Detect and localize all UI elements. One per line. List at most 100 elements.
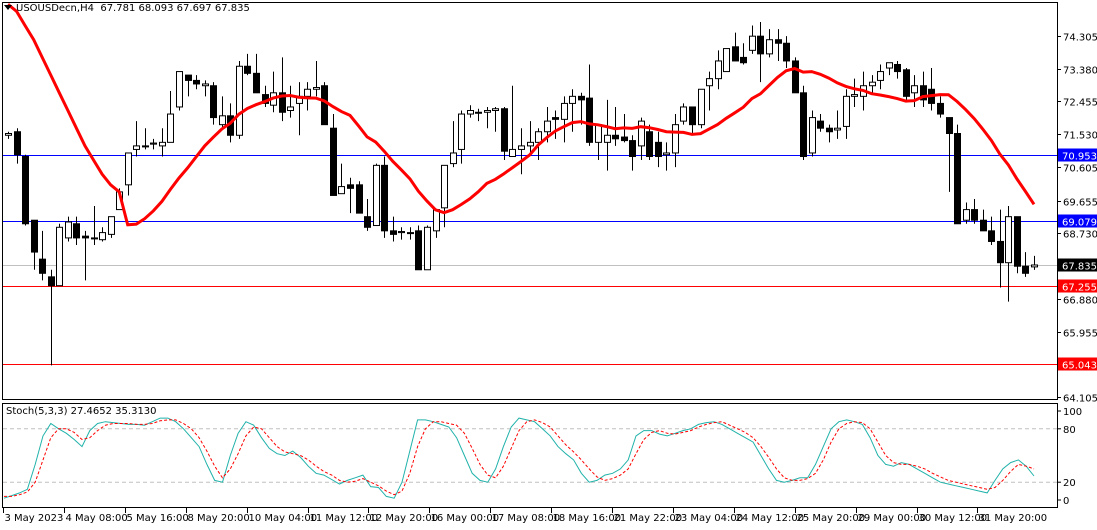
candle bbox=[937, 102, 944, 115]
candle bbox=[133, 145, 140, 150]
candle bbox=[535, 131, 542, 143]
candle bbox=[1014, 216, 1021, 267]
price-tick-label: 64.105 bbox=[1063, 394, 1097, 405]
candle bbox=[5, 133, 12, 136]
time-axis-label: 24 May 12:00 bbox=[736, 513, 805, 524]
candle bbox=[595, 124, 602, 143]
candle bbox=[48, 276, 55, 287]
candle bbox=[826, 127, 833, 133]
resistance-line-70953-label: 70.953 bbox=[1062, 152, 1097, 163]
candle bbox=[954, 133, 961, 225]
candle bbox=[655, 141, 662, 158]
candle bbox=[99, 232, 106, 241]
candle bbox=[988, 230, 995, 242]
candle bbox=[732, 46, 739, 62]
candle bbox=[749, 35, 756, 51]
candle bbox=[569, 95, 576, 104]
candle bbox=[210, 85, 217, 119]
candle bbox=[390, 230, 397, 235]
candle bbox=[604, 134, 611, 143]
candle bbox=[253, 72, 260, 94]
candle bbox=[963, 209, 970, 221]
time-axis-label: 11 May 12:00 bbox=[310, 513, 379, 524]
main-chart-frame bbox=[2, 2, 1058, 400]
candle bbox=[800, 92, 807, 158]
candle bbox=[903, 69, 910, 97]
stoch-panel-frame bbox=[2, 403, 1058, 508]
time-axis-label: 21 May 22:00 bbox=[614, 513, 683, 524]
candle bbox=[31, 219, 38, 253]
support-line-65043-label-bg bbox=[1058, 357, 1097, 371]
price-tick-label: 73.380 bbox=[1063, 66, 1097, 77]
stoch-signal-line bbox=[4, 419, 1035, 497]
candle bbox=[450, 152, 457, 165]
candle bbox=[39, 258, 46, 274]
candle bbox=[715, 60, 722, 80]
candle bbox=[638, 120, 645, 147]
candle bbox=[775, 39, 782, 44]
candle bbox=[433, 209, 440, 232]
candle bbox=[817, 120, 824, 129]
candle bbox=[689, 106, 696, 126]
candle bbox=[1022, 265, 1029, 274]
candle bbox=[757, 35, 764, 55]
price-tick-label: 66.880 bbox=[1063, 296, 1097, 307]
candle bbox=[65, 221, 72, 239]
price-tick-label: 65.955 bbox=[1063, 329, 1097, 340]
candle bbox=[971, 209, 978, 221]
price-tick-label: 71.530 bbox=[1063, 131, 1097, 142]
candle bbox=[142, 145, 149, 148]
time-axis-label: 16 May 00:00 bbox=[431, 513, 500, 524]
candle bbox=[167, 113, 174, 143]
candle bbox=[407, 232, 414, 235]
candle bbox=[997, 240, 1004, 264]
current-price-line-label: 67.835 bbox=[1062, 262, 1097, 273]
time-axis-label: 23 May 04:00 bbox=[675, 513, 744, 524]
candle bbox=[894, 63, 901, 73]
candle bbox=[980, 219, 987, 232]
collapse-triangle-icon[interactable] bbox=[4, 5, 12, 10]
candle bbox=[492, 108, 499, 112]
price-tick-label: 70.605 bbox=[1063, 164, 1097, 175]
candle bbox=[1031, 264, 1038, 268]
candle bbox=[706, 78, 713, 87]
candle bbox=[501, 108, 508, 152]
candle bbox=[202, 83, 209, 87]
candle bbox=[809, 117, 816, 154]
candle bbox=[851, 94, 858, 97]
candle bbox=[509, 148, 516, 158]
time-axis-label: 25 May 20:00 bbox=[797, 513, 866, 524]
candle bbox=[834, 127, 841, 131]
time-axis-label: 18 May 16:00 bbox=[553, 513, 622, 524]
time-axis-label: 17 May 08:00 bbox=[492, 513, 561, 524]
candle bbox=[578, 95, 585, 101]
candle bbox=[766, 39, 773, 55]
candle bbox=[698, 88, 705, 126]
support-line-67255-label-bg bbox=[1058, 279, 1097, 293]
stoch-label: Stoch(5,3,3) 27.4652 35.3130 bbox=[6, 406, 157, 417]
candle bbox=[946, 117, 953, 135]
candle bbox=[869, 81, 876, 87]
resistance-line-69079-label-bg bbox=[1058, 214, 1097, 228]
candlesticks bbox=[5, 22, 1038, 366]
candle bbox=[629, 140, 636, 158]
candle bbox=[544, 120, 551, 133]
candle bbox=[561, 102, 568, 120]
stoch-scale-label: 80 bbox=[1063, 425, 1076, 436]
candle bbox=[304, 88, 311, 97]
candle bbox=[22, 156, 29, 225]
price-tick-label: 69.655 bbox=[1063, 198, 1097, 209]
candle bbox=[236, 65, 243, 136]
time-axis-label: 4 May 08:00 bbox=[66, 513, 128, 524]
candle bbox=[108, 216, 115, 235]
candle bbox=[287, 106, 294, 112]
candle bbox=[783, 42, 790, 62]
candle bbox=[518, 145, 525, 150]
candle bbox=[1005, 216, 1012, 264]
candle bbox=[125, 152, 132, 186]
candle bbox=[321, 85, 328, 126]
candle bbox=[82, 235, 89, 239]
symbol-label: USOUSDecn,H4 bbox=[16, 3, 94, 14]
